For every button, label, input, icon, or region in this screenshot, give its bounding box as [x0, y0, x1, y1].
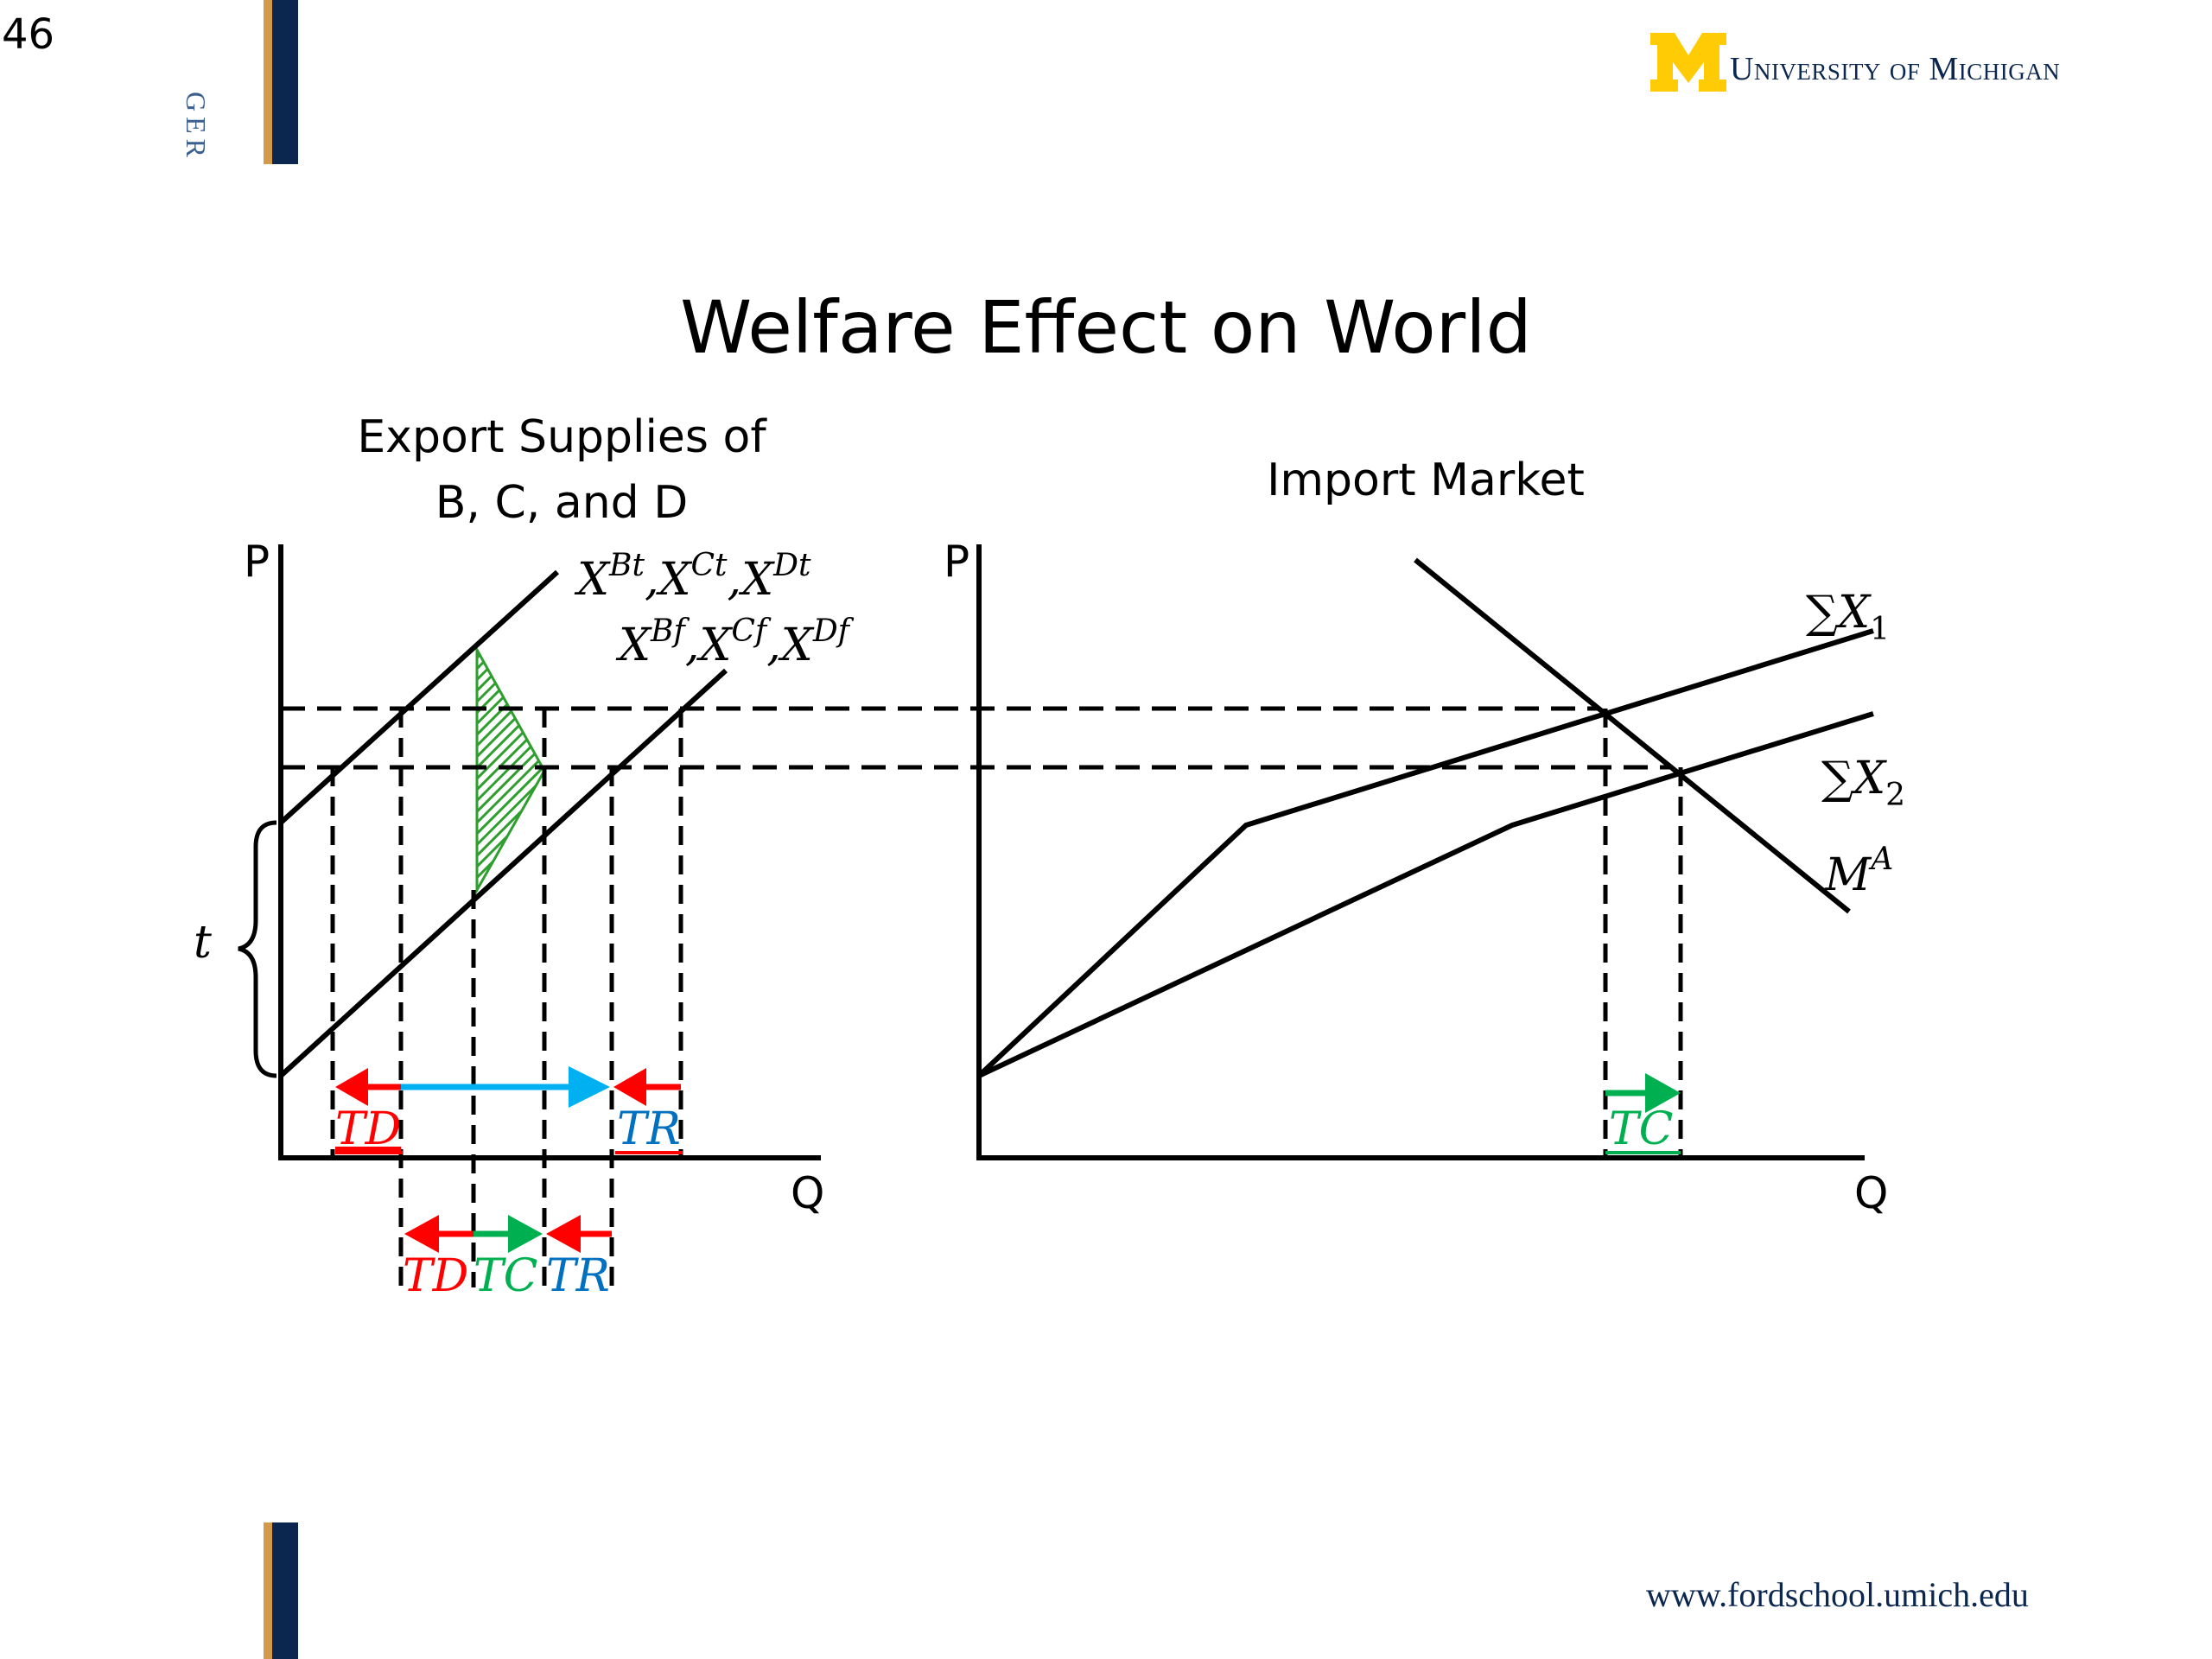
footer-url[interactable]: www.fordschool.umich.edu — [1646, 1575, 2029, 1614]
sum-x1-curve — [976, 628, 1874, 1078]
tariff-symbol: t — [194, 917, 212, 969]
import-demand-curve — [1414, 557, 1851, 914]
sum-x1-label: ∑X1 — [1806, 587, 1890, 647]
right-tc-arrow — [1605, 1073, 1681, 1113]
side-text: GER — [181, 92, 212, 162]
lower-td-label: TD — [403, 1250, 468, 1302]
upper-arrow-row — [335, 1066, 681, 1108]
slide-title: Welfare Effect on World — [680, 285, 1532, 370]
right-y-axis-label: P — [944, 537, 969, 587]
upper-td-label: TD — [335, 1103, 401, 1155]
sum-x2-label: ∑X2 — [1821, 753, 1905, 813]
right-axes — [976, 544, 1865, 1160]
left-y-axis-label: P — [244, 537, 270, 587]
upper-tr-label: TR — [617, 1103, 681, 1155]
lower-tr-label: TR — [546, 1250, 610, 1302]
right-tc-arrow-icon — [1645, 1073, 1681, 1113]
lower-td-arrow-icon — [404, 1215, 439, 1253]
page-number: 46 — [2, 10, 55, 59]
right-panel-title: Import Market — [1267, 454, 1585, 506]
left-panel-title-line1: Export Supplies of — [357, 411, 766, 463]
hatched-tc-area — [475, 645, 546, 895]
free-supply-curve — [278, 668, 728, 1078]
left-axes — [278, 544, 821, 1160]
lower-arrow-row — [404, 1215, 612, 1253]
left-panel-title: Export Supplies of B, C, and D — [294, 404, 830, 536]
university-logo: University of Michigan — [1650, 33, 2060, 92]
right-vertical-dashed-lines — [1603, 709, 1683, 1158]
sum-x2-curve — [977, 711, 1874, 1078]
bottom-brand-bar — [264, 1522, 298, 1659]
lower-tc-arrow-icon — [508, 1215, 543, 1253]
td-arrow-icon — [335, 1068, 368, 1106]
lower-tc-label: TC — [474, 1250, 537, 1302]
tr-arrow-icon — [613, 1068, 646, 1106]
left-vertical-dashed-lines — [330, 709, 683, 1287]
right-tc-label: TC — [1609, 1103, 1673, 1155]
cyan-arrow-icon — [569, 1066, 610, 1108]
lower-tr-arrow-icon — [546, 1215, 581, 1253]
left-panel-title-line2: B, C, and D — [435, 477, 689, 529]
block-m-icon — [1650, 33, 1726, 92]
tariff-brace — [238, 820, 277, 1078]
tariff-curve-label: XBt,XCt,XDt — [574, 548, 811, 606]
left-x-axis-label: Q — [791, 1168, 824, 1218]
free-curve-label: XBf,XCf,XDf — [615, 613, 855, 671]
tariff-supply-curve — [278, 569, 560, 825]
import-demand-label: MA — [1824, 842, 1893, 901]
right-x-axis-label: Q — [1854, 1168, 1888, 1218]
top-brand-bar — [264, 0, 298, 164]
university-name: University of Michigan — [1730, 51, 2061, 87]
